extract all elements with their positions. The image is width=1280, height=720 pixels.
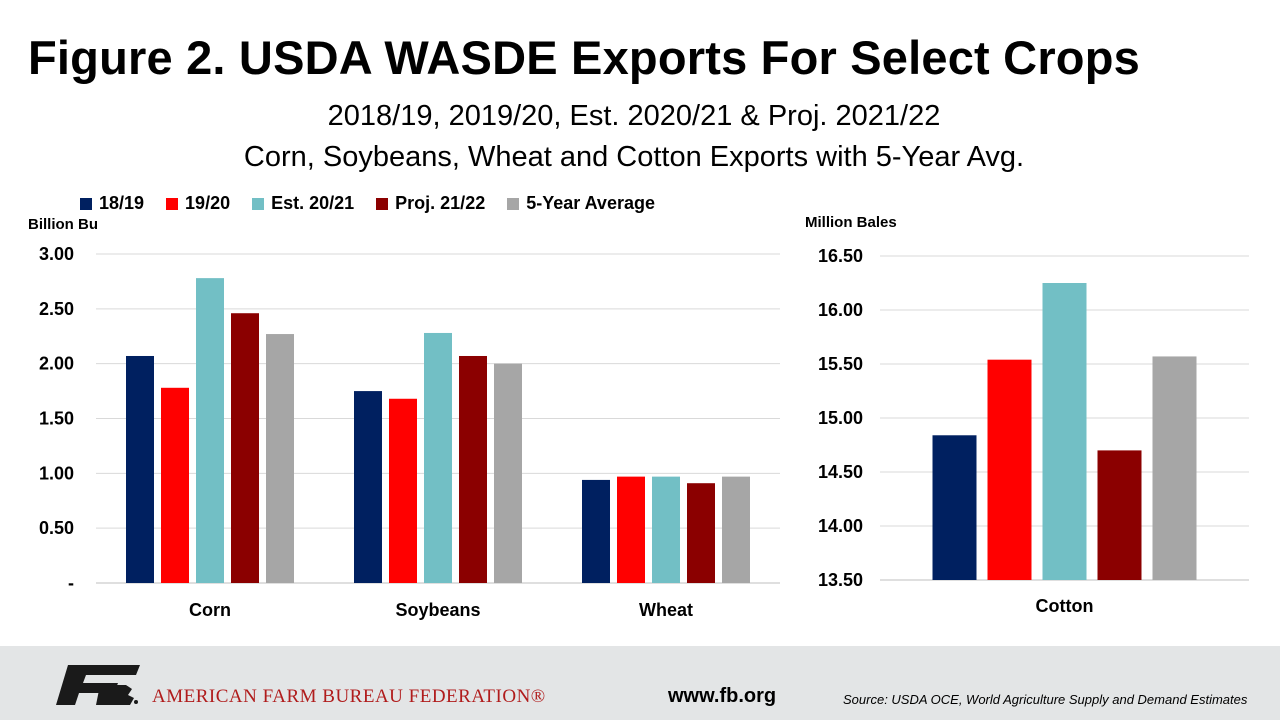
source-note: Source: USDA OCE, World Agriculture Supp… <box>843 692 1248 707</box>
bar-corn-4 <box>266 334 294 583</box>
legend-label-proj-21-22: Proj. 21/22 <box>395 193 486 213</box>
legend-item-19-20: 19/20 <box>166 193 230 214</box>
chart-title: Figure 2. USDA WASDE Exports For Select … <box>28 31 1140 84</box>
category-label-corn: Corn <box>189 600 231 620</box>
bar-cotton-1 <box>987 359 1032 580</box>
fb-logo-icon <box>56 665 140 710</box>
legend-label-19-20: 19/20 <box>185 193 231 213</box>
bar-wheat-0 <box>582 479 610 583</box>
bar-soybeans-4 <box>494 363 522 583</box>
bar-soybeans-2 <box>424 332 452 583</box>
bar-cotton-3 <box>1097 450 1142 580</box>
category-label-soybeans: Soybeans <box>395 600 480 620</box>
y-tick-label-1-4: 15.50 <box>818 354 863 374</box>
chart-subtitle-line1: 2018/19, 2019/20, Est. 2020/21 & Proj. 2… <box>327 100 941 132</box>
bar-soybeans-1 <box>389 398 417 583</box>
y-tick-label-0-5: 2.50 <box>39 299 74 319</box>
legend-swatch-proj-21-22 <box>376 197 389 210</box>
y-tick-label-0-1: 0.50 <box>39 518 74 538</box>
y-tick-label-1-0: 13.50 <box>818 570 863 590</box>
y-tick-label-1-3: 15.00 <box>818 408 863 428</box>
legend-swatch-19-20 <box>166 197 179 210</box>
bar-soybeans-3 <box>459 355 487 583</box>
right-axis-unit-label: Million Bales <box>805 214 897 231</box>
bar-wheat-4 <box>722 476 750 583</box>
bar-wheat-1 <box>617 476 645 583</box>
bar-corn-2 <box>196 278 224 583</box>
bar-chart-canvas: - 0.50 1.00 1.50 2.00 2.50 3.00 Corn Soybeans Whe… <box>39 244 1249 620</box>
legend-swatch-5-year-average <box>507 197 520 210</box>
y-tick-label-0-2: 1.00 <box>39 463 74 483</box>
y-tick-label-1-1: 14.00 <box>818 516 863 536</box>
footer-bar <box>0 646 1280 720</box>
bar-cotton-0 <box>932 435 977 580</box>
bar-corn-0 <box>126 355 154 583</box>
y-tick-label-0-0: - <box>68 573 74 593</box>
bar-cotton-4 <box>1152 356 1197 580</box>
chart-legend: 18/19 19/20 Est. 20/21 Proj. 21/22 5-Yea… <box>80 193 655 214</box>
bar-soybeans-0 <box>354 391 382 583</box>
y-tick-label-0-6: 3.00 <box>39 244 74 264</box>
category-label-cotton: Cotton <box>1036 596 1094 616</box>
legend-label-est-20-21: Est. 20/21 <box>271 193 355 213</box>
legend-item-18-19: 18/19 <box>80 193 144 214</box>
y-tick-label-1-5: 16.00 <box>818 300 863 320</box>
legend-item-proj-21-22: Proj. 21/22 <box>376 193 485 214</box>
bar-wheat-2 <box>652 476 680 583</box>
y-tick-label-0-3: 1.50 <box>39 409 74 429</box>
left-axis-unit-label: Billion Bu <box>28 216 98 233</box>
bar-cotton-2 <box>1042 283 1087 580</box>
bar-corn-1 <box>161 387 189 583</box>
legend-label-18-19: 18/19 <box>99 193 145 213</box>
y-tick-label-1-6: 16.50 <box>818 246 863 266</box>
chart-subtitle-line2: Corn, Soybeans, Wheat and Cotton Exports… <box>243 141 1025 173</box>
legend-label-5-year-average: 5-Year Average <box>526 193 655 213</box>
legend-item-5-year-average: 5-Year Average <box>507 193 655 214</box>
category-label-wheat: Wheat <box>639 600 693 620</box>
legend-swatch-est-20-21 <box>252 197 265 210</box>
bar-corn-3 <box>231 313 259 583</box>
website-link[interactable]: www.fb.org <box>668 685 777 707</box>
y-tick-label-0-4: 2.00 <box>39 354 74 374</box>
y-tick-label-1-2: 14.50 <box>818 462 863 482</box>
organization-name: AMERICAN FARM BUREAU FEDERATION® <box>152 686 546 707</box>
legend-item-est-20-21: Est. 20/21 <box>252 193 354 214</box>
bar-wheat-3 <box>687 483 715 583</box>
legend-swatch-18-19 <box>80 197 92 210</box>
